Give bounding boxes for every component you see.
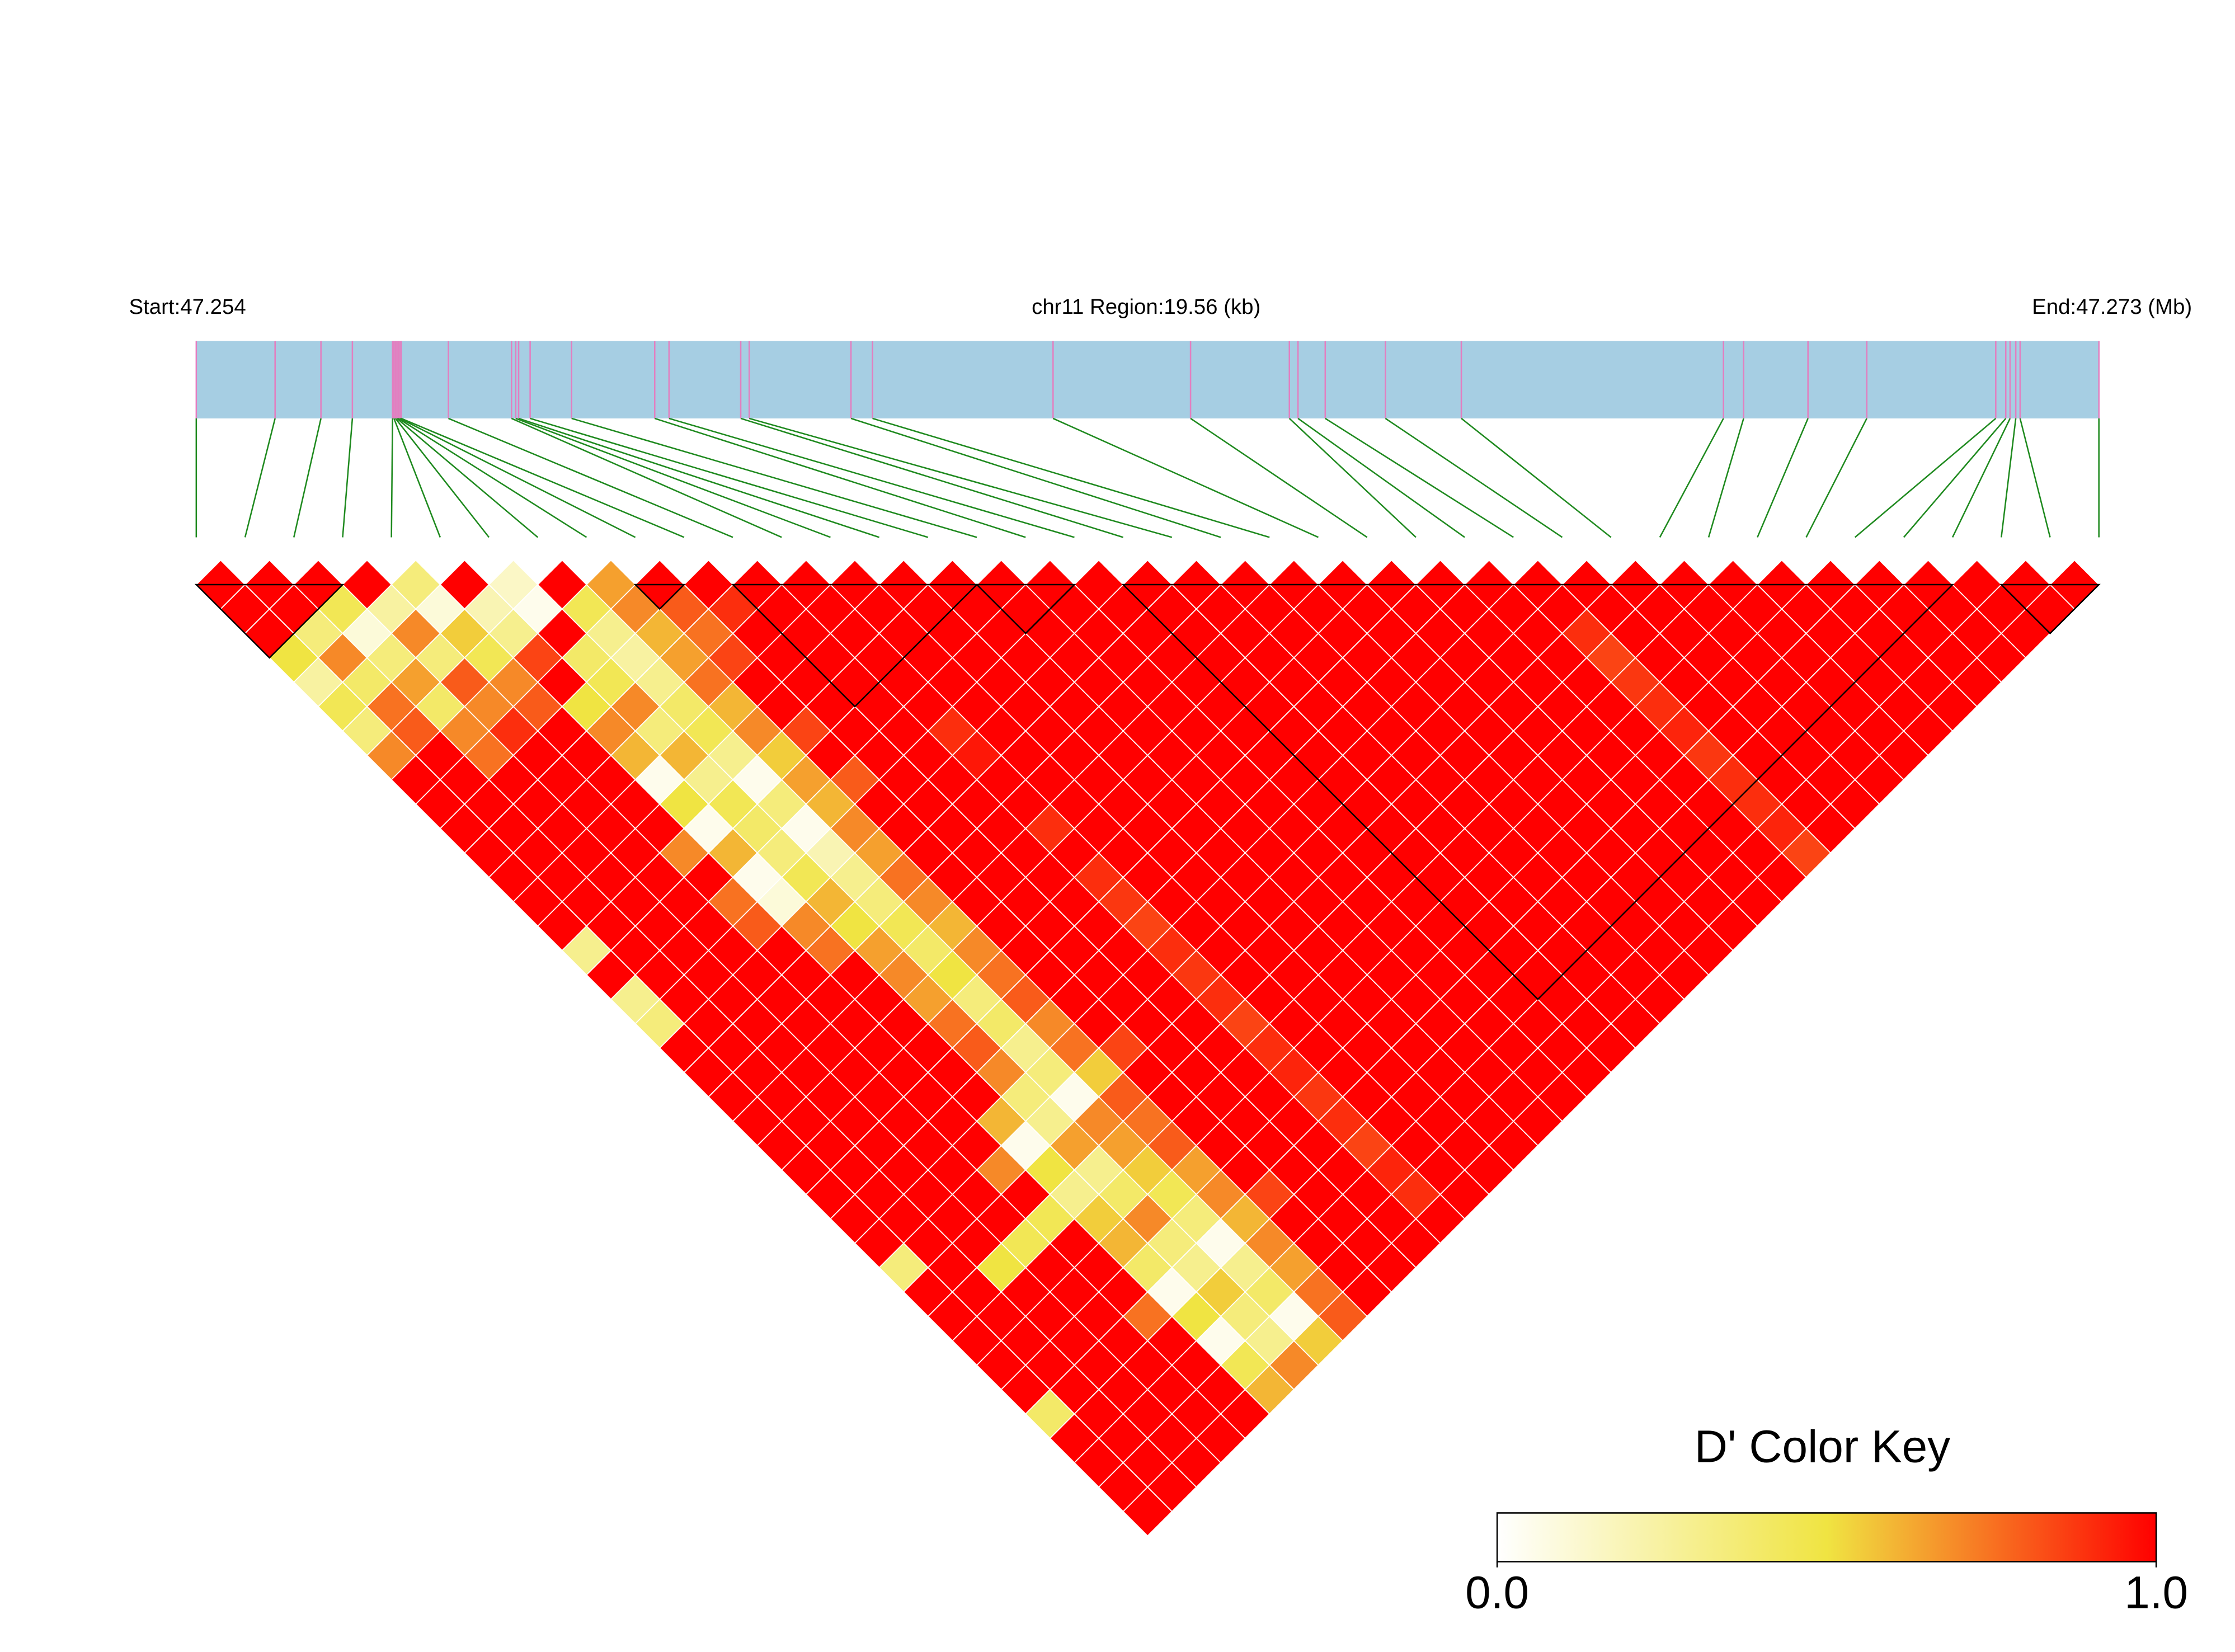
snp-connector <box>1288 417 1417 538</box>
key-tick-label: 1.0 <box>2124 1568 2188 1618</box>
snp-connector <box>1951 418 2011 538</box>
snp-connector <box>518 417 880 538</box>
snp-connector <box>1190 417 1368 538</box>
snp-connector <box>511 417 782 538</box>
ld-cells <box>195 559 2100 1537</box>
key-title: D' Color Key <box>1695 1421 1950 1472</box>
haplotype-block <box>1121 583 1955 1001</box>
color-key <box>1496 1512 2157 1562</box>
snp-connector <box>749 417 1173 538</box>
snp-connector <box>740 417 1124 538</box>
snp-connector <box>872 417 1270 538</box>
key-tick-label: 0.0 <box>1465 1568 1529 1618</box>
end-label: End:47.273 (Mb) <box>2032 295 2192 319</box>
snp-connector <box>1805 418 1867 538</box>
snp-connector <box>1707 418 1744 538</box>
snp-connector <box>401 417 685 538</box>
snp-connector <box>399 417 636 538</box>
snp-connector <box>393 418 441 538</box>
snp-connector <box>2019 418 2051 538</box>
snp-connector <box>571 417 977 538</box>
region-bar <box>196 341 2099 418</box>
snp-connector <box>1325 417 1514 538</box>
snp-connector <box>396 417 539 538</box>
snp-connector <box>2001 418 2017 538</box>
snp-connector <box>1757 418 1809 538</box>
haplotype-block <box>633 583 686 610</box>
snp-connector <box>530 417 929 538</box>
snp-connector <box>515 417 831 538</box>
snp-connector <box>342 418 354 538</box>
snp-connector <box>850 417 1221 538</box>
haplotype-block <box>194 583 345 659</box>
snp-connector <box>398 417 587 538</box>
snp-connector <box>1052 417 1319 538</box>
snp-connector <box>448 417 733 538</box>
snp-connector <box>654 417 1026 538</box>
haplotype-block <box>1999 583 2101 635</box>
snp-connector <box>1297 417 1465 538</box>
start-label: Start:47.254 <box>129 295 246 319</box>
snp-connector <box>1659 418 1724 538</box>
haplotype-block <box>731 583 979 708</box>
snp-connector <box>1854 417 1997 538</box>
region-title: chr11 Region:19.56 (kb) <box>1032 295 1260 319</box>
snp-connector <box>390 418 393 538</box>
snp-connector <box>244 418 276 538</box>
snp-connector <box>1385 417 1563 538</box>
snp-connector <box>1903 418 2007 538</box>
snp-connector <box>394 418 490 538</box>
snp-connector <box>1461 417 1612 538</box>
snp-connector <box>669 417 1075 538</box>
haplotype-block <box>975 583 1076 635</box>
snp-connector <box>293 418 322 538</box>
